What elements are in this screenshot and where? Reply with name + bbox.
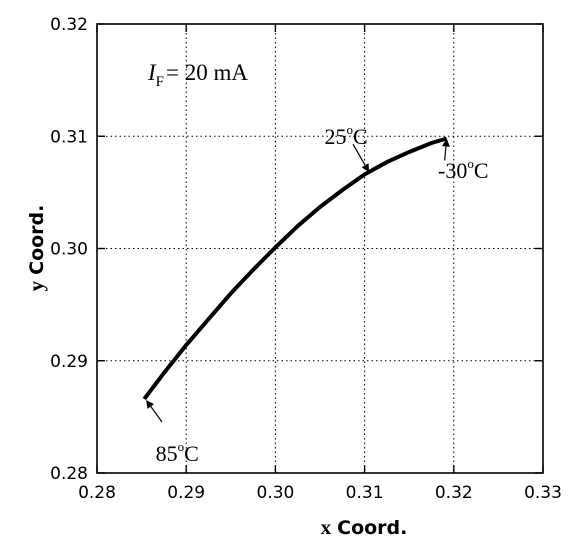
- annotation-degree-sign: o: [178, 439, 185, 454]
- annotation-arrow-head: [441, 138, 450, 147]
- annotation-value: 25: [324, 124, 346, 149]
- annotation-unit: C: [474, 158, 489, 183]
- annotation-arrow-shaft: [150, 406, 163, 423]
- annotation-arrow-head: [146, 400, 155, 409]
- x-tick-label: 0.31: [346, 483, 384, 503]
- x-tick-label: 0.28: [78, 483, 116, 503]
- x-tick-label: 0.33: [524, 483, 562, 503]
- x-tick-label: 0.32: [435, 483, 473, 503]
- condition-value: = 20 mA: [166, 60, 248, 85]
- annotation-label: 85oC: [156, 439, 199, 466]
- x-axis-title-prefix: x: [321, 515, 332, 539]
- annotation-unit: C: [353, 124, 368, 149]
- x-axis-title: x Coord.: [321, 515, 408, 539]
- y-tick-label: 0.30: [50, 240, 88, 260]
- y-tick-label: 0.31: [50, 127, 88, 147]
- annotation-label: 25oC: [324, 122, 367, 149]
- y-axis-title-suffix: Coord.: [26, 205, 48, 275]
- x-axis-title-suffix: Coord.: [337, 517, 407, 539]
- tick-layer: 0.28 0.29 0.30 0.31 0.32 0.33 0.28 0.29 0.30 0.31…: [50, 15, 562, 503]
- x-tick-label: 0.29: [167, 483, 205, 503]
- annotation-label: -30oC: [438, 156, 489, 183]
- y-tick-label: 0.32: [50, 15, 88, 35]
- annotation-arrow-shaft: [444, 146, 447, 161]
- y-tick-label: 0.28: [50, 464, 88, 484]
- series-line: [142, 136, 448, 401]
- series-layer: [142, 136, 448, 401]
- condition-label: IF= 20 mA: [147, 60, 248, 90]
- annotation-value: 85: [156, 441, 178, 466]
- condition-subscript: F: [156, 74, 164, 90]
- grid-layer: [97, 24, 543, 473]
- annotation-degree-sign: o: [346, 122, 353, 137]
- condition-symbol: I: [147, 60, 157, 85]
- annotation-arrow-head: [361, 163, 370, 173]
- y-axis-title-prefix: y: [24, 280, 48, 291]
- x-tick-label: 0.30: [256, 483, 294, 503]
- y-tick-label: 0.29: [50, 352, 88, 372]
- annotation-value: -30: [438, 158, 467, 183]
- annotation-unit: C: [184, 441, 199, 466]
- annotation-degree-sign: o: [467, 156, 474, 171]
- y-axis-title: y Coord.: [24, 205, 48, 292]
- annotation-arrow-shaft: [352, 143, 366, 166]
